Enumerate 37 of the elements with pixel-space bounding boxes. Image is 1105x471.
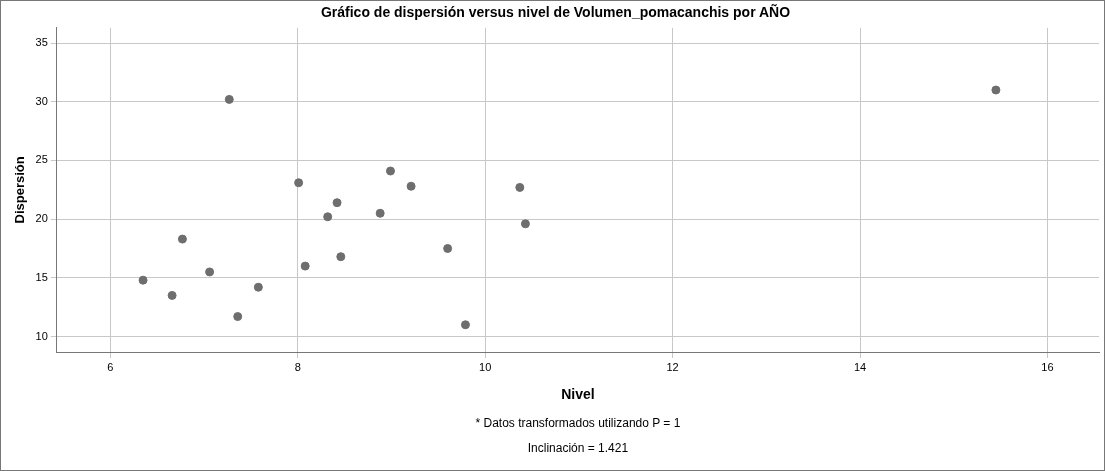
point	[385, 166, 395, 176]
text: Inclinación = 1.421	[527, 441, 629, 456]
y-tick-label: 35	[35, 36, 48, 49]
point	[323, 212, 333, 222]
point	[515, 182, 525, 192]
x-axis-title: Nivel	[561, 386, 595, 403]
point	[332, 198, 342, 208]
x-tick-label: 14	[853, 360, 867, 373]
y-tick-label: 25	[35, 153, 48, 166]
point	[177, 234, 187, 244]
point	[375, 208, 385, 218]
y-tick-label: 15	[35, 270, 48, 283]
x-tick-label: 16	[1041, 360, 1054, 373]
point	[336, 252, 346, 262]
x-tick-label: 8	[294, 360, 301, 373]
y-tick-label: 10	[35, 329, 48, 342]
text: * Datos transformados utilizando P = 1	[475, 416, 681, 431]
point	[205, 267, 215, 277]
point	[520, 219, 530, 229]
point	[991, 85, 1001, 95]
y-axis-title: Dispersión	[12, 156, 28, 224]
point	[253, 282, 263, 292]
point	[406, 181, 416, 191]
y-tick-label: 20	[35, 212, 48, 225]
point	[233, 312, 243, 322]
point	[300, 261, 310, 271]
x-tick-label: 10	[479, 360, 492, 373]
x-tick-label: 6	[107, 360, 114, 373]
point	[460, 320, 470, 330]
point	[167, 290, 177, 300]
x-tick-label: 12	[666, 360, 679, 373]
y-tick-label: 30	[35, 94, 48, 107]
point	[294, 178, 304, 188]
point	[224, 94, 234, 104]
chart-title: Gráfico de dispersión versus nivel de Volumen_pomacanchis por AÑO	[320, 3, 791, 21]
point	[138, 275, 148, 285]
point	[443, 243, 453, 253]
